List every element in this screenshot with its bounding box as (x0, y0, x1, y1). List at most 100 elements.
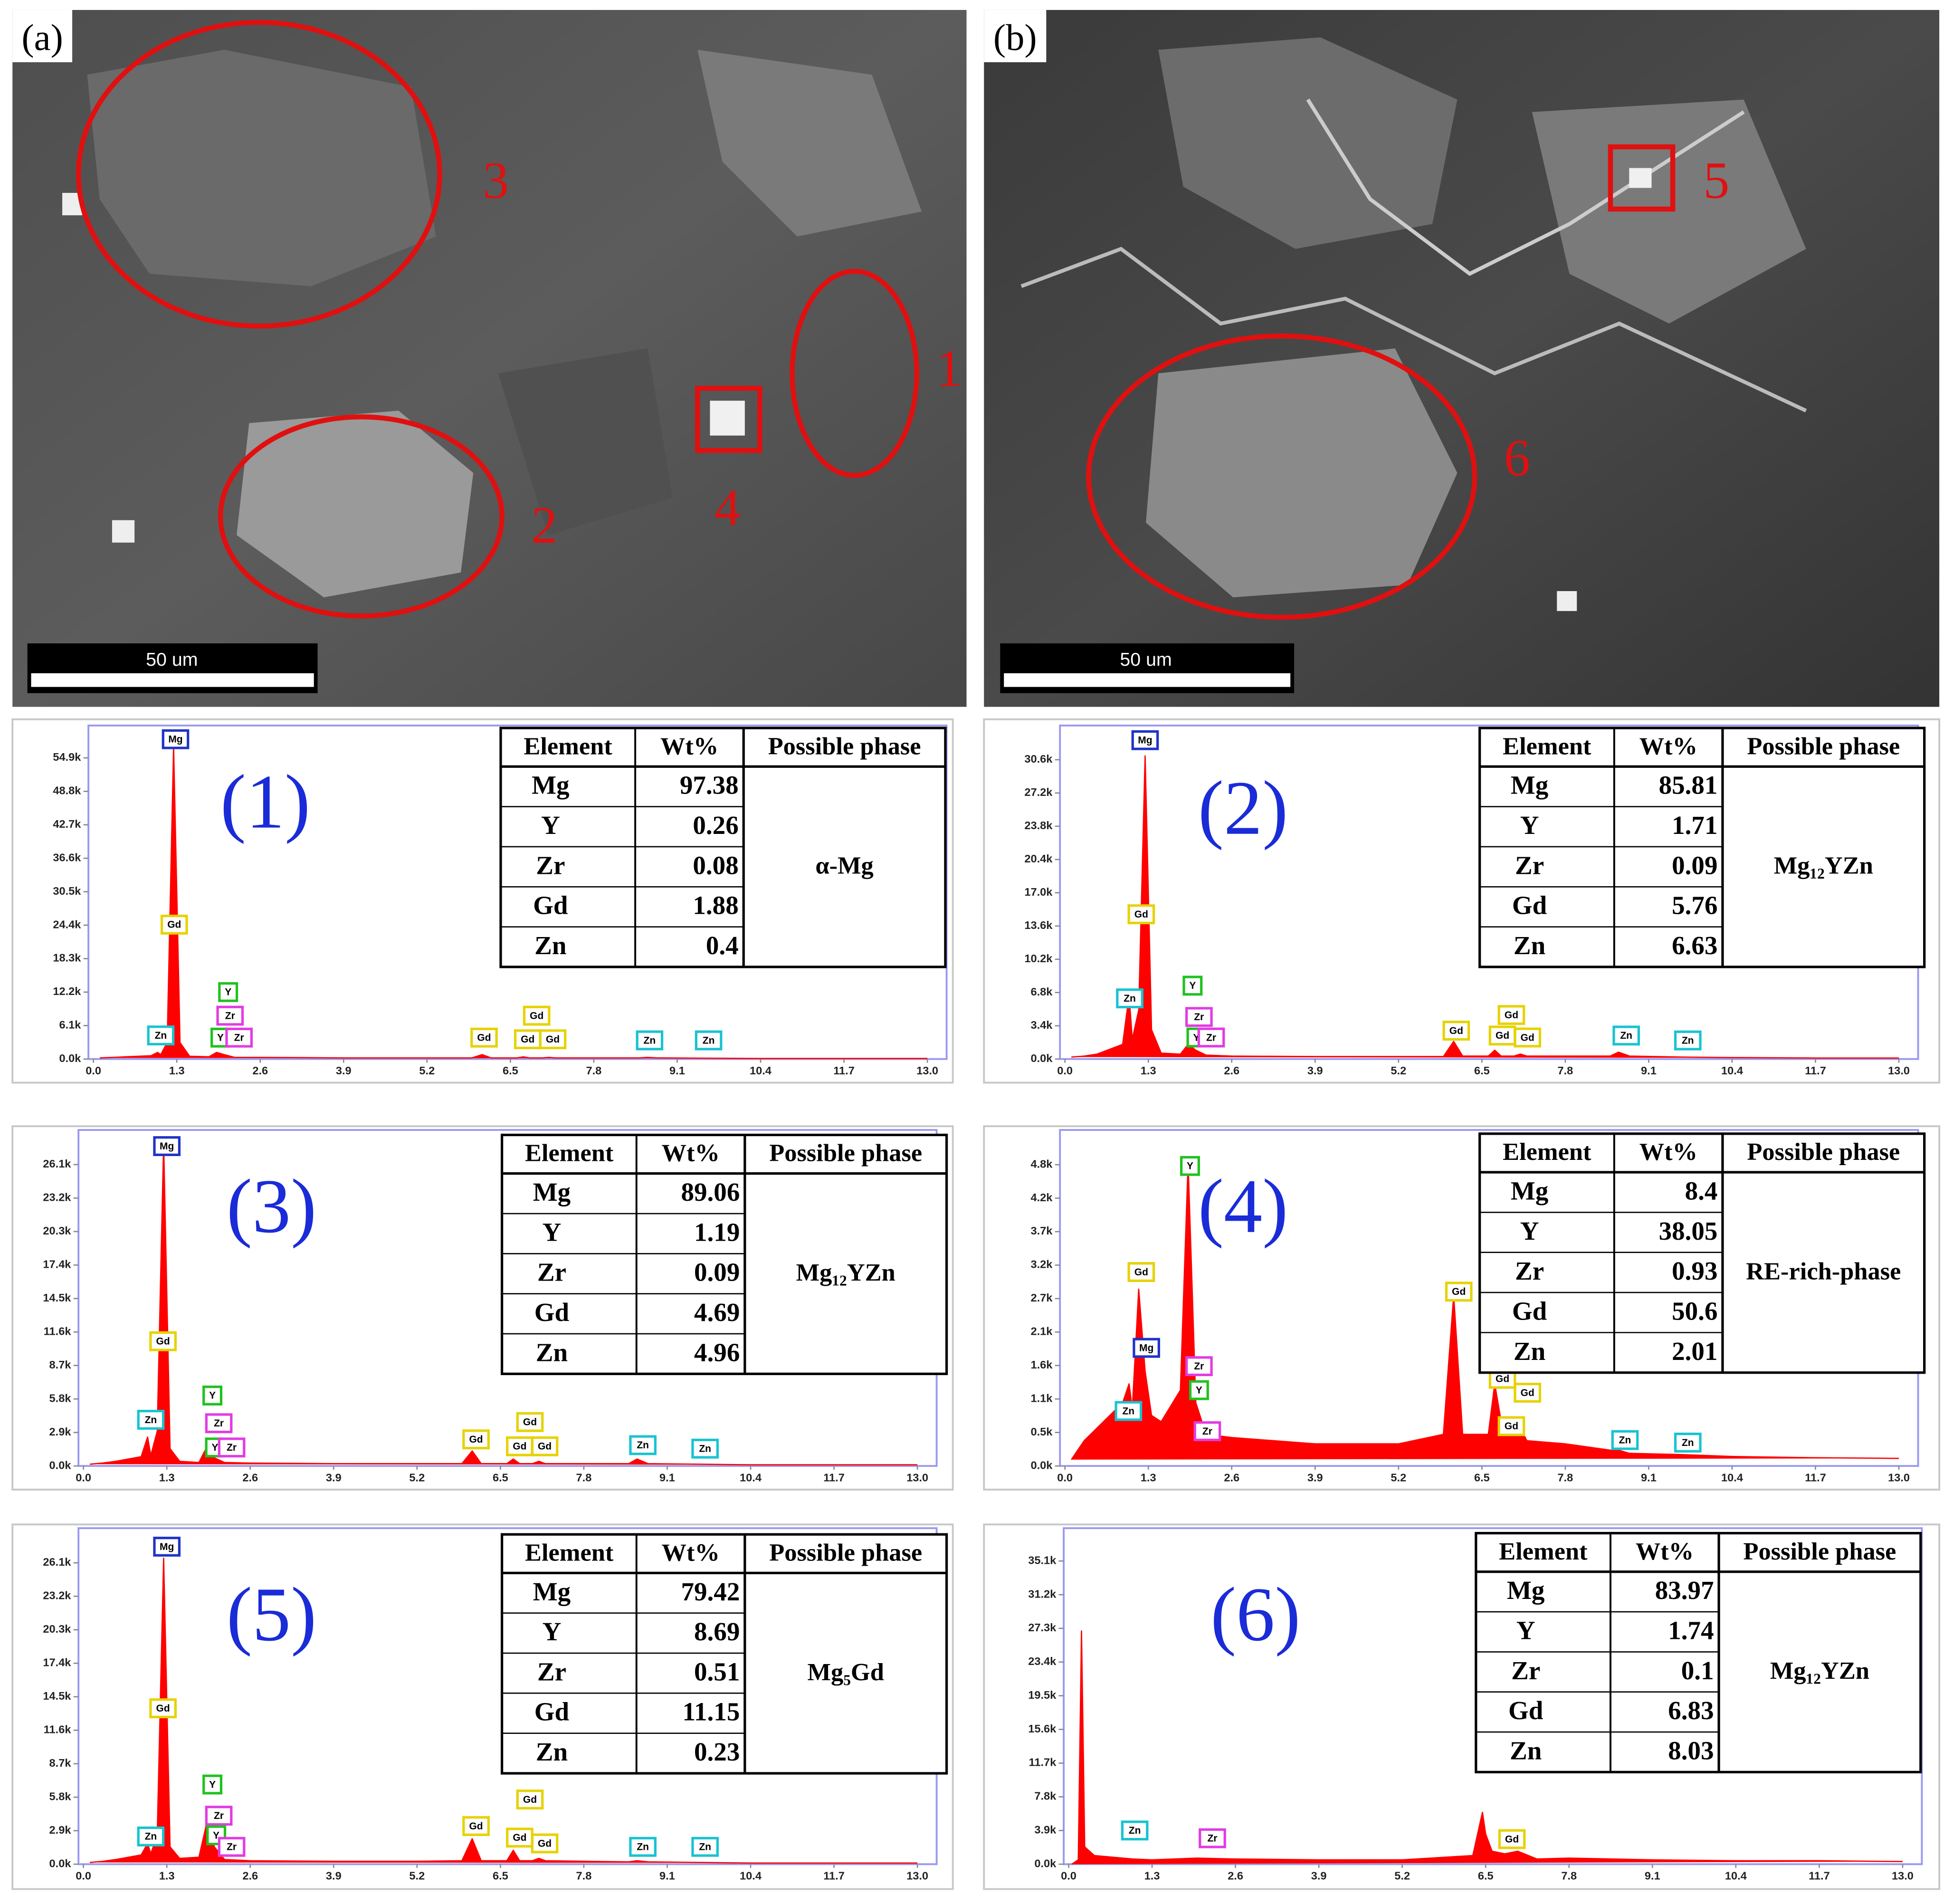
table-value: 85.81 (1659, 771, 1718, 800)
peak-label-box (1497, 1416, 1525, 1436)
x-tick-label: 2.6 (1224, 1064, 1239, 1077)
peak-label-box (1442, 1021, 1470, 1041)
table-element: Zn (1510, 1736, 1542, 1765)
x-tick-label: 0.0 (86, 1064, 101, 1077)
peak-label: Y (1196, 1385, 1202, 1396)
peak-label-box (1197, 1027, 1225, 1048)
peak-label-box (202, 1774, 223, 1795)
table-phase: RE-rich-phase (1746, 1258, 1901, 1285)
x-tick-label: 5.2 (409, 1472, 425, 1484)
peak-label-box (1121, 1820, 1149, 1841)
table-element: Y (1520, 811, 1539, 840)
y-tick-label: 0.5k (1031, 1426, 1053, 1438)
peak-label: Zr (227, 1442, 237, 1453)
sem-image-b (984, 10, 1940, 707)
table-element: Y (541, 811, 560, 840)
y-tick-label: 0.0k (1031, 1459, 1053, 1471)
peak-label-box (539, 1029, 567, 1050)
x-tick-label: 10.4 (1721, 1472, 1743, 1484)
x-tick-label: 0.0 (1061, 1870, 1077, 1882)
x-tick-label: 1.3 (159, 1870, 175, 1882)
grain (87, 49, 436, 287)
table-element: Zn (536, 1737, 568, 1766)
peak-label-box (1116, 988, 1143, 1009)
y-tick-label: 0.0k (49, 1459, 72, 1471)
region-number: 5 (1703, 151, 1729, 209)
peak-label: Zn (644, 1035, 656, 1046)
peak-label: Y (213, 1830, 219, 1841)
x-tick-label: 1.3 (159, 1472, 175, 1484)
y-tick-label: 27.3k (1028, 1621, 1057, 1634)
peak-label-box (523, 1005, 551, 1026)
y-tick-label: 5.8k (49, 1392, 72, 1404)
x-tick-label: 2.6 (242, 1870, 258, 1882)
x-tick-label: 13.0 (1888, 1064, 1910, 1077)
peak-label: Zn (703, 1035, 715, 1046)
spectrum-title: (3) (227, 1164, 317, 1249)
table-element: Zr (1515, 1256, 1544, 1285)
table-value: 0.08 (693, 851, 738, 880)
peak-label-box (1127, 1262, 1155, 1282)
spectrum (100, 746, 928, 1059)
table-value: 5.76 (1672, 891, 1717, 920)
y-tick-label: 26.1k (43, 1158, 71, 1170)
x-tick-label: 7.8 (586, 1064, 601, 1077)
peak-label-box (216, 1005, 244, 1026)
peak-label-box (695, 1030, 723, 1051)
y-tick-label: 11.7k (1029, 1756, 1057, 1769)
table-element: Gd (533, 891, 568, 920)
region-outline (218, 414, 505, 619)
y-tick-label: 1.1k (1031, 1392, 1053, 1404)
table-element: Mg (533, 1577, 571, 1606)
peak-label: Zr (1194, 1361, 1204, 1372)
table-header: Wt% (662, 1539, 720, 1566)
peak-label-box (137, 1826, 165, 1847)
region-number: 4 (715, 478, 741, 536)
peak-label: Zr (1194, 1012, 1204, 1023)
peak-label-box (531, 1833, 559, 1854)
peak-label-box (462, 1429, 490, 1450)
y-tick-label: 0.0k (59, 1052, 82, 1064)
x-tick-label: 7.8 (576, 1472, 592, 1484)
table-element: Mg (1511, 771, 1548, 800)
y-tick-label: 1.6k (1031, 1359, 1053, 1371)
peak-label: Mg (160, 1541, 174, 1552)
x-tick-label: 2.6 (1224, 1472, 1239, 1484)
peak-label: Zr (1206, 1032, 1216, 1043)
table-element: Zr (537, 1657, 566, 1686)
grain (697, 49, 922, 237)
peak-label: Zr (1202, 1426, 1212, 1437)
table-header: Element (1503, 732, 1591, 760)
grain-boundary (1306, 98, 1745, 276)
peak-label: Zn (1129, 1825, 1141, 1836)
y-tick-label: 23.4k (1028, 1655, 1057, 1667)
peak-label: Zn (145, 1415, 157, 1426)
peak-label: Gd (1452, 1286, 1466, 1297)
peak-label-box (531, 1436, 559, 1456)
table-value: 79.42 (681, 1577, 740, 1606)
x-tick-label: 11.7 (823, 1870, 845, 1882)
table-phase: Mg₁₂YZn (1770, 1657, 1869, 1684)
x-tick-label: 6.5 (493, 1870, 508, 1882)
peak-label: Gd (513, 1441, 526, 1452)
x-tick-label: 7.8 (1561, 1870, 1577, 1882)
peak-label: Gd (1449, 1025, 1463, 1036)
region-outline (1086, 333, 1477, 620)
table-value: 0.51 (694, 1657, 740, 1686)
table-header: Wt% (660, 732, 718, 760)
peak-label: Gd (530, 1010, 543, 1021)
peak-label: Gd (156, 1703, 170, 1714)
table-header: Possible phase (769, 1539, 922, 1566)
table-value: 0.23 (694, 1737, 740, 1766)
table-phase: α-Mg (815, 852, 873, 880)
table-value: 2.01 (1672, 1337, 1717, 1366)
table-value: 1.88 (693, 891, 738, 920)
x-tick-label: 10.4 (740, 1472, 762, 1484)
spectrum-title: (1) (220, 759, 311, 845)
peak-label: Gd (1496, 1030, 1509, 1041)
y-tick-label: 2.7k (1031, 1292, 1053, 1304)
region-number: 3 (483, 151, 509, 209)
peak-label: Y (1187, 1161, 1193, 1172)
peak-label-box (1514, 1027, 1542, 1048)
